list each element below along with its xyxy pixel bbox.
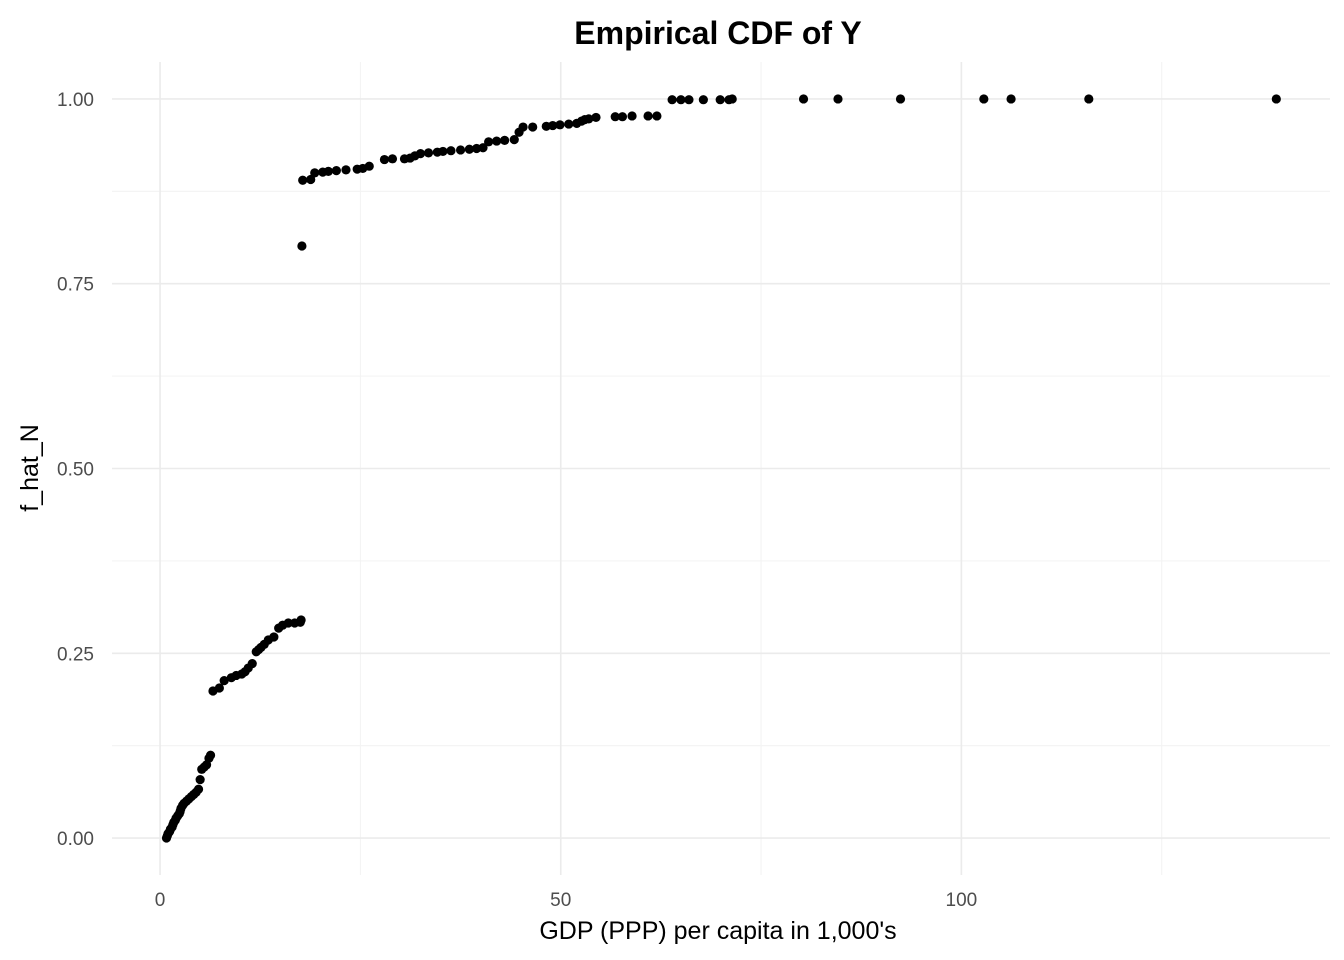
chart-title: Empirical CDF of Y bbox=[574, 15, 861, 51]
data-point bbox=[652, 111, 662, 121]
data-point bbox=[415, 149, 426, 159]
y-axis-title: f_hat_N bbox=[16, 424, 44, 512]
data-point bbox=[379, 154, 390, 165]
data-point bbox=[464, 144, 474, 154]
data-point bbox=[455, 145, 466, 155]
data-point bbox=[341, 165, 351, 175]
data-point bbox=[296, 615, 306, 625]
data-point bbox=[895, 94, 906, 104]
data-point bbox=[298, 175, 308, 185]
data-point bbox=[518, 122, 528, 132]
data-point bbox=[676, 95, 686, 105]
data-point bbox=[643, 111, 653, 121]
data-point bbox=[387, 154, 398, 164]
y-tick-label: 0.00 bbox=[57, 829, 94, 850]
data-point bbox=[331, 166, 341, 176]
data-point bbox=[610, 112, 620, 122]
data-point bbox=[478, 143, 488, 153]
data-point bbox=[423, 148, 434, 158]
y-tick-label: 0.25 bbox=[57, 644, 94, 665]
data-point bbox=[446, 146, 456, 156]
data-point bbox=[564, 119, 574, 129]
y-axis-ticks: 0.00 0.25 0.50 0.75 1.00 bbox=[57, 90, 94, 850]
x-tick-label: 50 bbox=[550, 890, 571, 911]
data-point bbox=[195, 775, 205, 785]
data-point bbox=[833, 94, 843, 104]
data-point bbox=[798, 94, 809, 104]
data-point bbox=[715, 95, 725, 105]
data-point bbox=[283, 618, 293, 628]
data-point bbox=[323, 166, 333, 176]
data-point bbox=[555, 120, 565, 130]
data-point bbox=[205, 750, 216, 760]
data-point bbox=[684, 95, 694, 105]
data-point bbox=[247, 659, 257, 669]
data-point bbox=[667, 95, 677, 105]
data-point bbox=[306, 174, 316, 185]
data-point bbox=[500, 135, 510, 145]
data-point bbox=[364, 161, 374, 171]
data-point bbox=[528, 122, 538, 132]
x-tick-label: 0 bbox=[155, 890, 166, 911]
data-point bbox=[509, 135, 519, 145]
data-point bbox=[219, 676, 229, 686]
data-point bbox=[727, 94, 737, 104]
data-points bbox=[161, 94, 1281, 843]
data-point bbox=[979, 94, 989, 104]
data-point bbox=[438, 146, 448, 157]
data-point bbox=[627, 111, 637, 121]
x-axis-ticks: 0 50 100 bbox=[155, 890, 977, 911]
data-point bbox=[1006, 94, 1016, 104]
data-point bbox=[269, 632, 279, 642]
data-point bbox=[548, 120, 558, 131]
data-point bbox=[591, 112, 601, 123]
data-point bbox=[310, 168, 320, 178]
y-tick-label: 0.50 bbox=[57, 460, 94, 481]
data-point bbox=[297, 241, 307, 251]
data-point bbox=[193, 784, 204, 794]
data-point bbox=[584, 114, 594, 124]
x-tick-label: 100 bbox=[946, 890, 978, 911]
x-axis-title: GDP (PPP) per capita in 1,000's bbox=[539, 917, 896, 945]
data-point bbox=[1271, 94, 1281, 104]
data-point bbox=[492, 136, 502, 146]
y-tick-label: 1.00 bbox=[57, 90, 94, 111]
data-point bbox=[617, 112, 628, 122]
data-point bbox=[484, 137, 494, 147]
grid-lines bbox=[112, 62, 1330, 875]
data-point bbox=[698, 95, 708, 105]
y-tick-label: 0.75 bbox=[57, 275, 94, 296]
data-point bbox=[1084, 94, 1094, 104]
data-point bbox=[214, 683, 224, 693]
